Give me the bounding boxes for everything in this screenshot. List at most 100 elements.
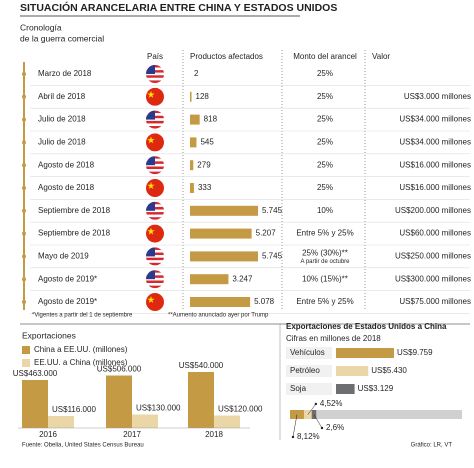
date: Agosto de 2019*: [38, 297, 97, 306]
flag-body: [146, 65, 164, 83]
flag-stripe: [146, 169, 164, 172]
flag-stripe: [146, 126, 164, 129]
bar: [190, 297, 251, 307]
bar-label: US$116.000: [52, 405, 96, 414]
flag-stripe: [146, 257, 164, 261]
date: Agosto de 2019*: [38, 274, 97, 283]
flag-body: [146, 179, 164, 197]
source: Fuente: Obelia, United States Census Bur…: [22, 443, 144, 449]
timeline-dot: [22, 163, 26, 168]
value: US$300.000 millones: [395, 274, 471, 283]
flag-body: [146, 247, 164, 266]
x-tick-label: 2016: [39, 430, 57, 439]
bar: [190, 91, 192, 102]
flag-stripe: [146, 77, 164, 81]
timeline-dot: [22, 186, 26, 190]
bar: [190, 274, 229, 285]
flag-body: [146, 224, 164, 243]
bar: [22, 379, 48, 428]
tariff: 25%: [317, 160, 333, 169]
footnote: **Aumento anunciado ayer por Trump: [168, 313, 269, 319]
timeline-dot: [22, 140, 26, 145]
bar-label: 5.078: [254, 297, 275, 306]
bar-label: US$5.430: [371, 366, 407, 375]
flag-body: [146, 270, 164, 289]
footnote: *Vigentes a partir del 1 de septiembre: [32, 313, 133, 319]
bar-track: [290, 410, 462, 419]
bar-label: US$463.000: [13, 369, 58, 378]
bar-label: US$540.000: [179, 361, 224, 370]
legend-swatch: [22, 346, 30, 354]
flag-star: [147, 182, 155, 189]
flag-stripe: [146, 212, 164, 215]
category-box: [286, 347, 332, 359]
bar: [48, 415, 74, 428]
bar-label: US$506.000: [97, 365, 142, 374]
tariff: Entre 5% y 25%: [296, 297, 353, 306]
flag-canton: [146, 110, 155, 120]
flag-stripe: [146, 214, 164, 218]
flag-stripe: [146, 171, 164, 175]
column-header: Valor: [372, 52, 390, 61]
date: Abril de 2018: [38, 92, 86, 101]
flag-body: [146, 293, 164, 311]
category-label: Petróleo: [290, 366, 320, 375]
value: US$200.000 millones: [395, 206, 471, 215]
flag: [146, 133, 164, 152]
category-label: Soja: [290, 384, 307, 393]
date: Septiembre de 2018: [38, 229, 111, 238]
flag-field: [146, 133, 164, 152]
bar: [190, 205, 258, 216]
value: US$34.000 millones: [399, 138, 471, 147]
category-box: [286, 365, 332, 377]
date: Julio de 2018: [38, 115, 86, 124]
legend-swatch: [22, 359, 30, 367]
bar: [190, 251, 258, 262]
bar: [190, 114, 200, 125]
value: US$75.000 millones: [399, 297, 471, 306]
bar: [190, 160, 194, 171]
flag: [146, 156, 164, 175]
flag-canton: [146, 156, 155, 166]
flag-stripe: [146, 280, 164, 284]
tariff: Entre 5% y 25%: [296, 229, 353, 238]
value: US$16.000 millones: [399, 183, 471, 192]
bar: [190, 137, 197, 148]
segment: [290, 410, 304, 419]
flag-stripe: [146, 285, 164, 289]
flag-star: [147, 136, 155, 144]
flag-body: [146, 110, 164, 129]
bar: [336, 348, 394, 358]
date: Marzo de 2018: [38, 69, 92, 78]
value: US$60.000 millones: [399, 229, 471, 238]
tariff: 10% (15%)**: [302, 274, 348, 283]
legend-label: EE.UU. a China (millones): [34, 358, 128, 367]
column-header: Monto del arancel: [293, 52, 357, 61]
flag-canton: [146, 65, 155, 74]
flag-stripe: [146, 260, 164, 263]
flag-canton: [146, 201, 155, 211]
flag-stripe: [146, 262, 164, 266]
chart-title: Exportaciones: [22, 330, 76, 340]
category-box: [286, 383, 332, 395]
flag: [146, 179, 164, 197]
bar: [190, 183, 194, 193]
leader: [292, 414, 298, 438]
bar-label: 5.745: [262, 206, 283, 215]
column-header: Productos afectados: [190, 52, 263, 61]
tariff: 25%: [317, 92, 333, 101]
x-tick-label: 2018: [205, 430, 223, 439]
tariff-note: A partir de octubre: [300, 259, 350, 265]
segment-label: 2,6%: [326, 423, 344, 432]
flag-field: [146, 224, 164, 243]
bar-label: 545: [200, 138, 214, 147]
bar: [106, 375, 132, 428]
chart-subtitle: Cifras en millones de 2018: [286, 334, 381, 343]
timeline-dot: [22, 300, 26, 304]
flag-stripe: [146, 75, 164, 78]
date: Agosto de 2018: [38, 160, 95, 169]
flag-field: [146, 179, 164, 197]
flag-stripe: [146, 283, 164, 286]
bar-label: 3.247: [232, 274, 253, 283]
